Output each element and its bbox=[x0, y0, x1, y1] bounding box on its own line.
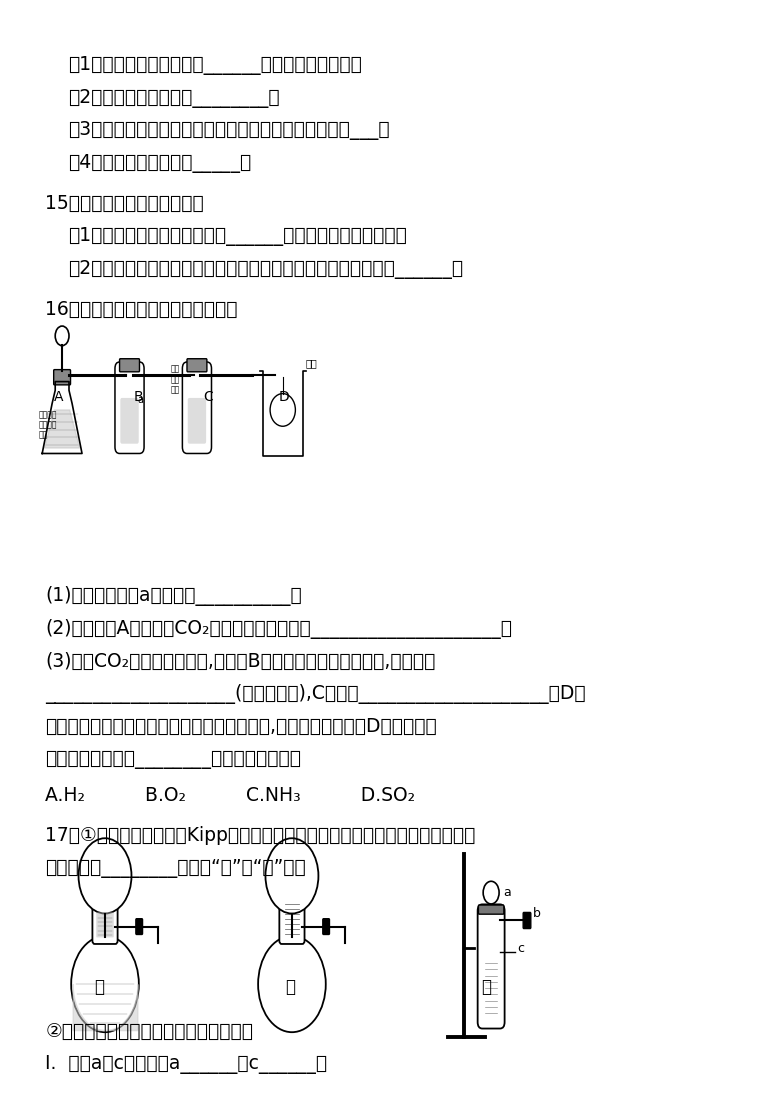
Polygon shape bbox=[44, 410, 80, 448]
Text: a: a bbox=[137, 395, 144, 406]
Text: （2）请描述不能用块状大理石和稀硫酸混合制取二氧化碳的原因______。: （2）请描述不能用块状大理石和稀硫酸混合制取二氧化碳的原因______。 bbox=[68, 259, 463, 279]
Text: 置中充有某气体的超薄气球由烧杯底部往上升,最后悬于烧杯中。D装置中气球: 置中充有某气体的超薄气球由烧杯底部往上升,最后悬于烧杯中。D装置中气球 bbox=[45, 717, 437, 736]
FancyBboxPatch shape bbox=[115, 362, 144, 453]
Text: （3）能吸附有毒气体，常用于防毒面具中作吸附剂的是___；: （3）能吸附有毒气体，常用于防毒面具中作吸附剂的是___； bbox=[68, 121, 390, 140]
Text: ____________________(用文字表述),C装置中____________________。D装: ____________________(用文字表述),C装置中________… bbox=[45, 684, 586, 705]
Text: 16、请根据如图装置回答下列问题。: 16、请根据如图装置回答下列问题。 bbox=[45, 300, 238, 319]
FancyBboxPatch shape bbox=[120, 398, 139, 443]
FancyBboxPatch shape bbox=[54, 370, 70, 385]
Text: 充入的气体可能是________（填字母序号）。: 充入的气体可能是________（填字母序号）。 bbox=[45, 750, 301, 769]
FancyBboxPatch shape bbox=[477, 904, 505, 1028]
Text: b: b bbox=[533, 907, 541, 920]
Text: 乙: 乙 bbox=[285, 977, 296, 996]
Text: 甲: 甲 bbox=[94, 977, 104, 996]
Circle shape bbox=[483, 881, 499, 904]
FancyBboxPatch shape bbox=[96, 912, 114, 938]
Circle shape bbox=[265, 838, 318, 913]
Text: c: c bbox=[517, 942, 524, 955]
Text: (2)实验室用A装置制取CO₂的反应化学方程式为____________________。: (2)实验室用A装置制取CO₂的反应化学方程式为________________… bbox=[45, 619, 512, 639]
Text: （2）用来切割玻璃的是________；: （2）用来切割玻璃的是________； bbox=[68, 88, 280, 108]
Text: A.H₂          B.O₂          C.NH₃          D.SO₂: A.H₂ B.O₂ C.NH₃ D.SO₂ bbox=[45, 785, 416, 805]
FancyBboxPatch shape bbox=[188, 398, 206, 443]
Text: （1）工业制取二氧化碳的原理______（用化学方程式表示）。: （1）工业制取二氧化碳的原理______（用化学方程式表示）。 bbox=[68, 227, 407, 246]
FancyBboxPatch shape bbox=[136, 919, 143, 934]
Circle shape bbox=[55, 326, 69, 345]
Text: 17、①荷兰科学家启普（Kipp）发明的气体发生器如图（甲、乙），其中正在产: 17、①荷兰科学家启普（Kipp）发明的气体发生器如图（甲、乙），其中正在产 bbox=[45, 826, 476, 845]
Circle shape bbox=[71, 936, 139, 1032]
Text: （1）可用于人工降雨的是______；（填序号，下同）: （1）可用于人工降雨的是______；（填序号，下同） bbox=[68, 56, 362, 75]
FancyBboxPatch shape bbox=[92, 882, 118, 944]
Text: a: a bbox=[503, 886, 511, 899]
FancyBboxPatch shape bbox=[187, 358, 207, 372]
FancyBboxPatch shape bbox=[279, 882, 304, 944]
Ellipse shape bbox=[270, 394, 296, 426]
Text: 15、请按要求回答下列问题。: 15、请按要求回答下列问题。 bbox=[45, 194, 204, 213]
Text: 丙: 丙 bbox=[480, 977, 491, 996]
Text: (3)进行CO₂性质验证实验时,观察到B装置中澄清石灰水变浑浊,其原因是: (3)进行CO₂性质验证实验时,观察到B装置中澄清石灰水变浑浊,其原因是 bbox=[45, 652, 435, 671]
FancyBboxPatch shape bbox=[478, 906, 504, 914]
Text: D: D bbox=[279, 390, 289, 404]
Text: B: B bbox=[134, 390, 144, 404]
Text: C: C bbox=[203, 390, 212, 404]
Text: I.  仪器a和c的名称：a______，c______。: I. 仪器a和c的名称：a______，c______。 bbox=[45, 1054, 328, 1073]
Text: 紫色
石蕊
试液: 紫色 石蕊 试液 bbox=[171, 365, 180, 395]
Text: (1)写出图中仪器a的名称：__________。: (1)写出图中仪器a的名称：__________。 bbox=[45, 587, 302, 607]
Circle shape bbox=[79, 838, 132, 913]
Text: 新配制饱
和澄清石
灰水: 新配制饱 和澄清石 灰水 bbox=[39, 410, 58, 440]
FancyBboxPatch shape bbox=[119, 358, 140, 372]
Text: 生气体的是________（填写“甲”或“乙”）。: 生气体的是________（填写“甲”或“乙”）。 bbox=[45, 858, 306, 878]
Text: 气球: 气球 bbox=[306, 358, 317, 368]
FancyBboxPatch shape bbox=[323, 919, 329, 934]
FancyBboxPatch shape bbox=[183, 362, 211, 453]
Text: ②图丙是一种简易启普发生器。请写出：: ②图丙是一种简易启普发生器。请写出： bbox=[45, 1022, 254, 1041]
FancyBboxPatch shape bbox=[523, 912, 531, 929]
Circle shape bbox=[258, 936, 326, 1032]
Text: A: A bbox=[55, 390, 64, 404]
Text: （4）可用来作电极的是_____。: （4）可用来作电极的是_____。 bbox=[68, 154, 251, 173]
